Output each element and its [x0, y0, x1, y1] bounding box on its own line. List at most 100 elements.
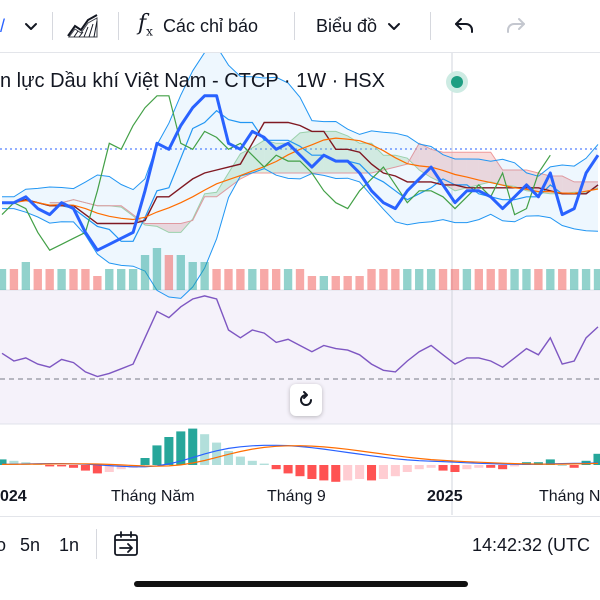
lagging-span-line: [1, 95, 551, 251]
price-line: [2, 94, 600, 252]
macd-histogram-bar: [569, 465, 579, 468]
macd-histogram-bar: [462, 465, 472, 470]
ichimoku-cloud-segment: [586, 181, 598, 193]
kijun-line: [2, 121, 599, 225]
macd-histogram-bar: [259, 463, 269, 465]
ichimoku-cloud-segment: [514, 170, 527, 191]
volume-bar: [546, 269, 555, 290]
reset-chart-button[interactable]: [290, 384, 322, 416]
macd-histogram-bar: [331, 465, 341, 482]
volume-bar: [379, 269, 388, 290]
macd-histogram-bar: [438, 465, 448, 471]
area-chart-icon[interactable]: [66, 0, 100, 52]
macd-histogram-bar: [307, 465, 317, 479]
volume-bar: [367, 269, 376, 290]
bottom-toolbar: o 5n 1n 14:42:32 (UTC: [0, 516, 600, 573]
chart-canvas[interactable]: [0, 53, 600, 515]
macd-histogram-bar: [366, 465, 377, 481]
macd-histogram-bar: [474, 465, 484, 468]
volume-bar: [581, 269, 591, 290]
redo-icon[interactable]: [504, 0, 528, 52]
macd-histogram-bar: [9, 460, 19, 465]
macd-histogram-bar: [378, 465, 388, 479]
ichimoku-cloud-segment: [443, 152, 455, 191]
ichimoku-cloud-segment: [562, 175, 575, 194]
ichimoku-cloud-segment: [383, 155, 396, 171]
market-status-icon[interactable]: [446, 71, 468, 93]
range-button-fragment[interactable]: o: [0, 535, 7, 555]
ichimoku-cloud-segment: [288, 132, 300, 173]
volume-bar: [140, 255, 150, 290]
volume-bar: [522, 269, 531, 290]
chevron-down-icon: [388, 23, 401, 30]
range-button-5n[interactable]: 5n: [20, 535, 41, 555]
function-icon: fx: [138, 11, 153, 39]
interval-fragment[interactable]: /: [0, 15, 6, 36]
macd-histogram-bar: [343, 465, 353, 481]
macd-histogram-bar: [295, 465, 305, 477]
volume-bar: [486, 269, 495, 290]
macd-histogram-bar: [80, 465, 90, 471]
volume-bar: [558, 269, 567, 290]
volume-bar: [81, 269, 90, 290]
volume-bar: [236, 269, 245, 290]
macd-histogram-bar: [390, 465, 400, 477]
home-indicator: [134, 581, 468, 587]
macd-histogram-bar: [235, 456, 245, 465]
macd-histogram-bar: [486, 465, 496, 468]
macd-histogram-bar: [92, 465, 102, 474]
refresh-icon: [300, 391, 312, 406]
volume-bar: [295, 269, 305, 290]
macd-histogram-bar: [68, 465, 79, 468]
time-tick: 2025: [427, 488, 463, 505]
chart-type-label: Biểu đồ: [316, 15, 378, 36]
goto-date-icon[interactable]: [112, 529, 142, 564]
macd-histogram-bar: [0, 459, 7, 465]
volume-bar: [57, 269, 66, 290]
macd-histogram-bar: [402, 465, 412, 472]
undo-icon[interactable]: [452, 0, 476, 52]
ichimoku-cloud-segment: [431, 149, 444, 184]
ichimoku-span-b: [49, 142, 598, 224]
macd-histogram-bar: [283, 465, 293, 474]
time-axis[interactable]: 024 Tháng Năm Tháng 9 2025 Tháng N: [0, 480, 600, 516]
range-button-1n[interactable]: 1n: [59, 535, 80, 555]
volume-bar: [391, 269, 400, 290]
macd-histogram-bar: [104, 465, 114, 472]
clock-timezone[interactable]: 14:42:32 (UTC: [472, 535, 591, 555]
macd-histogram-bar: [247, 460, 257, 465]
indicators-label: Các chỉ báo: [162, 15, 258, 36]
macd-histogram-bar: [593, 453, 600, 465]
volume-bar: [438, 269, 448, 290]
symbol-title[interactable]: n lực Dầu khí Việt Nam - CTCP · 1W · HSX: [0, 70, 385, 92]
macd-histogram-bar: [271, 465, 281, 470]
volume-bar: [319, 276, 329, 290]
volume-bar: [510, 269, 519, 290]
chevron-down-icon[interactable]: [22, 0, 40, 52]
volume-bar: [212, 269, 221, 290]
macd-histogram-bar: [545, 459, 555, 465]
volume-bar: [105, 269, 114, 290]
macd-histogram-bar: [510, 465, 520, 467]
chart-type-button[interactable]: Biểu đồ: [316, 0, 403, 52]
toolbar-separator: [52, 12, 53, 40]
time-tick: Tháng Năm: [111, 488, 195, 505]
bollinger-fill: [2, 53, 598, 299]
volume-bar: [248, 269, 257, 290]
volume-bar: [283, 269, 293, 290]
volume-bar: [403, 269, 412, 290]
toolbar-separator: [118, 12, 119, 40]
indicators-button[interactable]: fx Các chỉ báo: [138, 0, 258, 52]
volume-bar: [128, 269, 138, 290]
volume-bar: [164, 255, 174, 290]
volume-bar: [260, 269, 269, 290]
volume-bar: [474, 269, 483, 290]
time-tick: 024: [0, 488, 27, 505]
time-tick: Tháng N: [539, 488, 600, 505]
macd-histogram-bar: [45, 465, 55, 467]
macd-histogram-bar: [200, 434, 210, 465]
tenkan-line: [2, 109, 599, 242]
macd-histogram-bar: [116, 465, 126, 470]
macd-histogram-bar: [57, 465, 67, 467]
volume-bar: [69, 269, 78, 290]
